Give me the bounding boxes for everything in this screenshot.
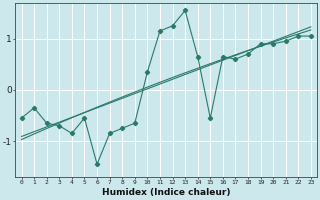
X-axis label: Humidex (Indice chaleur): Humidex (Indice chaleur) [102,188,230,197]
